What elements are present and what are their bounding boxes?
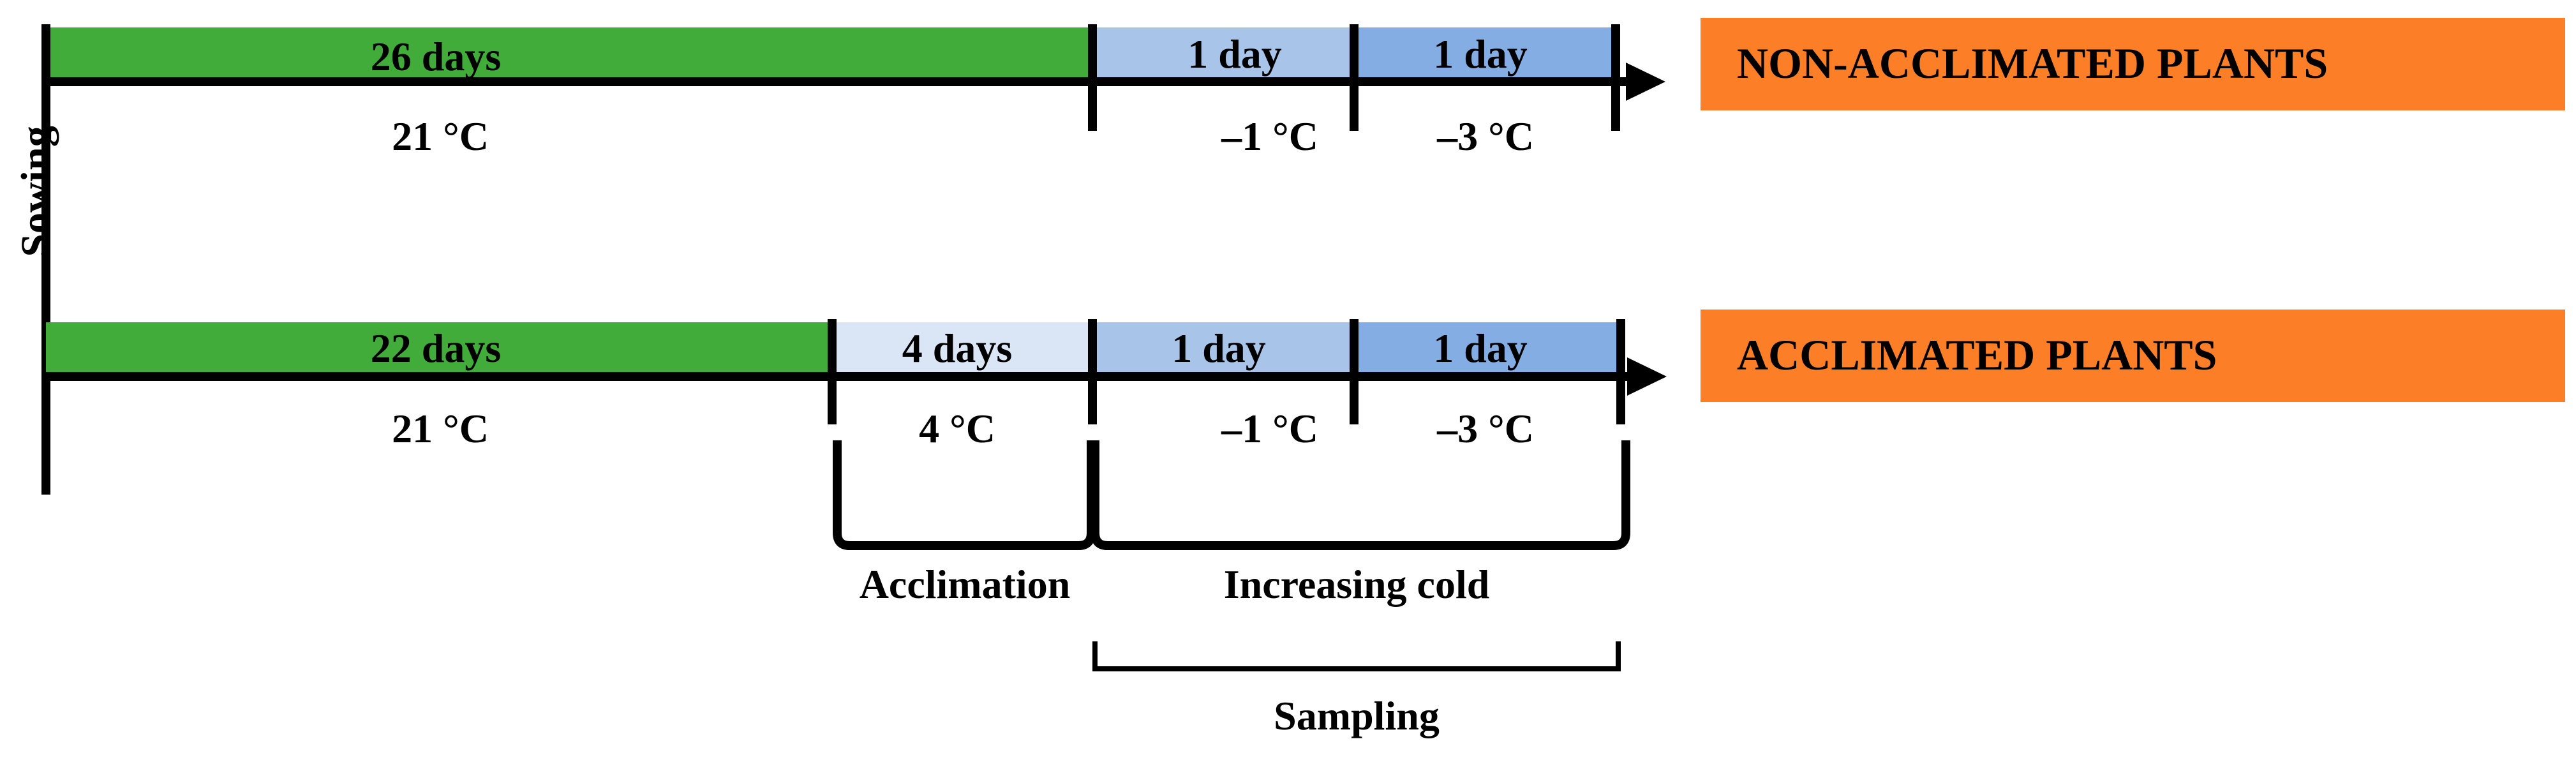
- duration-label: 26 days: [371, 34, 502, 79]
- temperature-label: –3 °C: [1436, 114, 1534, 159]
- acclimation-bracket: [833, 440, 1096, 550]
- temperature-label: 21 °C: [392, 114, 489, 159]
- segment-cold-2-bar: [1354, 322, 1621, 373]
- group-label-box: [1701, 310, 2565, 402]
- temperature-label: 21 °C: [392, 406, 489, 451]
- segment-cold-1-bar: [1092, 27, 1354, 78]
- sampling-bracket: [1092, 641, 1621, 671]
- temperature-label: 4 °C: [919, 406, 995, 451]
- group-label: ACCLIMATED PLANTS: [1737, 331, 2217, 379]
- duration-label: 1 day: [1433, 31, 1528, 77]
- segment-growth-bar: [46, 322, 832, 373]
- duration-label: 4 days: [902, 325, 1013, 371]
- segment-acclimation-bar: [832, 322, 1092, 373]
- duration-label: 1 day: [1172, 325, 1266, 371]
- group-label: NON-ACCLIMATED PLANTS: [1737, 39, 2328, 87]
- segment-cold-1-bar: [1092, 322, 1354, 373]
- sampling-phase-label: Sampling: [1274, 693, 1440, 738]
- increasing-cold-phase-label: Increasing cold: [1224, 562, 1490, 607]
- duration-label: 1 day: [1187, 31, 1282, 77]
- duration-label: 22 days: [371, 325, 502, 371]
- duration-label: 1 day: [1433, 325, 1528, 371]
- timeline-non-acclimated: 26 days 1 day 1 day 21 °C –1 °C –3 °C NO…: [41, 18, 2565, 495]
- segment-growth-bar: [46, 27, 1092, 78]
- group-label-box: [1701, 18, 2565, 110]
- segment-cold-2-bar: [1354, 27, 1616, 78]
- timeline-arrowhead: [1627, 357, 1667, 396]
- temperature-label: –3 °C: [1436, 406, 1534, 451]
- temperature-label: –1 °C: [1221, 406, 1318, 451]
- timeline-arrowhead: [1626, 63, 1665, 101]
- sowing-label: Sowing: [13, 126, 59, 257]
- phase-brackets: Acclimation Increasing cold Sampling: [833, 440, 1630, 738]
- temperature-label: –1 °C: [1221, 114, 1318, 159]
- acclimation-phase-label: Acclimation: [860, 562, 1071, 607]
- timeline-acclimated: 22 days 4 days 1 day 1 day 21 °C 4 °C –1…: [42, 310, 2565, 451]
- increasing-cold-bracket: [1091, 440, 1630, 550]
